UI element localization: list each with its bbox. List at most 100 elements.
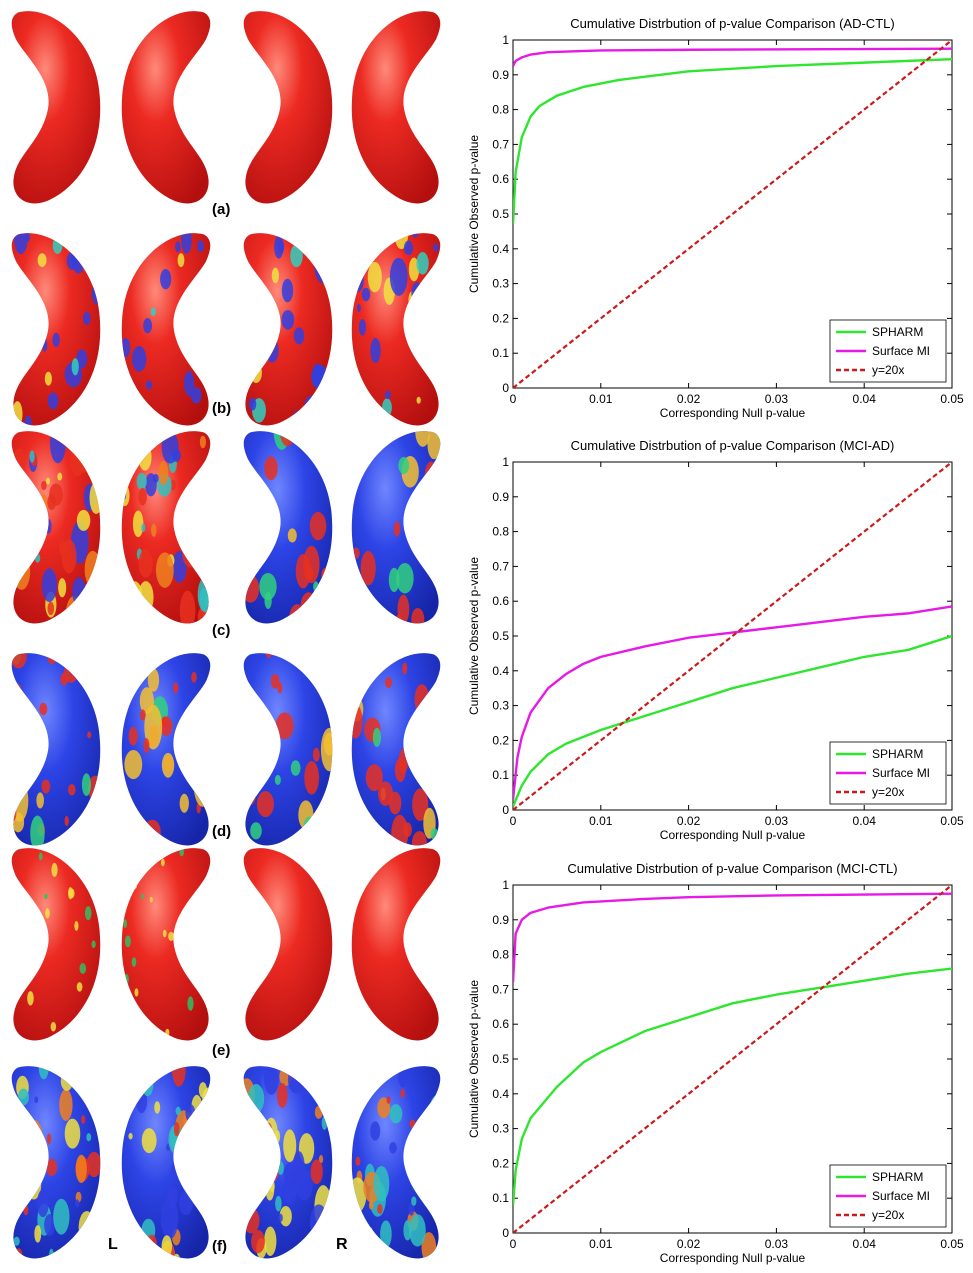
x-tick-label: 0.05 [940,392,964,406]
y-tick-label: 0.6 [492,594,509,608]
y-tick-label: 0.4 [492,1087,509,1101]
y-tick-label: 0.4 [492,664,509,678]
legend-entry: y=20x [872,1208,904,1222]
x-tick-label: 0.05 [940,1237,964,1251]
chart-area: Cumulative Distrbution of p-value Compar… [467,16,964,1265]
y-tick-label: 0.1 [492,1191,509,1205]
hippocampus-surface-r3-c2 [121,431,211,624]
y-tick-label: 0.7 [492,137,509,151]
hippocampus-surface-r5-c2 [121,848,211,1041]
x-tick-label: 0.04 [853,814,877,828]
hippocampus-surface-r6-c1 [11,1066,101,1259]
series-line-spharm [513,967,952,1206]
hippocampus-surface-r1-c3 [243,11,333,204]
x-tick-label: 0 [510,814,517,828]
hippocampus-surface-r5-c4 [351,848,441,1041]
y-tick-label: 0.5 [492,207,509,221]
hippocampus-surface-r6-c3 [243,1066,333,1259]
x-tick-label: 0.04 [853,1237,877,1251]
x-tick-label: 0.05 [940,814,964,828]
y-tick-label: 0.6 [492,172,509,186]
hippocampus-surface-r4-c4 [351,653,441,846]
series-line-spharm [513,634,952,807]
y-tick-label: 0.2 [492,1156,509,1170]
legend-entry: SPHARM [872,325,923,339]
legend-entry: SPHARM [872,1170,923,1184]
y-tick-label: 1 [502,33,509,47]
y-tick-label: 0.2 [492,311,509,325]
y-tick-label: 0.8 [492,103,509,117]
hippocampus-surface-r5-c1 [11,848,101,1041]
x-tick-label: 0.01 [589,814,613,828]
y-tick-label: 0 [502,381,509,395]
hippocampus-surface-r6-c4 [351,1066,441,1259]
y-tick-label: 0.4 [492,242,509,256]
hippocampus-surface-r4-c2 [121,653,211,846]
y-tick-label: 0.9 [492,490,509,504]
x-tick-label: 0.03 [765,392,789,406]
y-tick-label: 0.1 [492,768,509,782]
series-line-y-20x [513,40,952,388]
series-line-y-20x [513,462,952,810]
x-axis-label: Corresponding Null p-value [660,828,806,842]
chart-title: Cumulative Distrbution of p-value Compar… [567,861,897,876]
cumulative-distribution-chart-2: Cumulative Distrbution of p-value Compar… [467,438,964,842]
y-tick-label: 0.2 [492,733,509,747]
y-tick-label: 0.9 [492,913,509,927]
y-axis-label: Cumulative Observed p-value [467,135,481,293]
legend-entry: Surface MI [872,344,930,358]
x-tick-label: 0 [510,1237,517,1251]
hippocampus-surface-r2-c1 [11,233,101,426]
x-tick-label: 0.02 [677,814,701,828]
hippocampus-surface-r3-c3 [243,431,333,624]
hippocampus-surface-r1-c4 [351,11,441,204]
x-tick-label: 0.02 [677,1237,701,1251]
y-tick-label: 0.3 [492,277,509,291]
hippocampus-surface-r2-c2 [121,233,211,426]
legend: SPHARM Surface MI y=20x [829,741,947,805]
hippocampus-surface-r1-c2 [121,11,211,204]
legend-entry: Surface MI [872,1189,930,1203]
hippocampus-surface-r4-c1 [11,653,101,846]
hippocampus-surface-r2-c3 [243,233,333,426]
chart-title: Cumulative Distrbution of p-value Compar… [571,438,895,453]
y-tick-label: 0.7 [492,982,509,996]
x-tick-label: 0.03 [765,1237,789,1251]
y-tick-label: 1 [502,878,509,892]
y-axis-label: Cumulative Observed p-value [467,980,481,1138]
series-line-surface-mi [513,47,952,67]
y-tick-label: 0.3 [492,699,509,713]
hippocampus-surface-r6-c2 [121,1066,211,1259]
cumulative-distribution-chart-1: Cumulative Distrbution of p-value Compar… [467,16,964,420]
series-line-spharm [513,57,952,225]
surface-maps [11,11,441,1259]
hippocampus-surface-r3-c4 [351,431,441,624]
hippocampus-surface-r4-c3 [243,653,333,846]
y-tick-label: 0.1 [492,346,509,360]
y-tick-label: 0.6 [492,1017,509,1031]
hippocampus-surface-r5-c3 [243,848,333,1041]
y-tick-label: 0.9 [492,68,509,82]
y-tick-label: 0 [502,1226,509,1240]
y-tick-label: 1 [502,455,509,469]
y-tick-label: 0.8 [492,525,509,539]
y-tick-label: 0.8 [492,948,509,962]
legend-entry: y=20x [872,363,904,377]
hippocampus-surface-r1-c1 [11,11,101,204]
x-axis-label: Corresponding Null p-value [660,1251,806,1265]
x-tick-label: 0.01 [589,1237,613,1251]
series-line-surface-mi [513,605,952,800]
legend-entry: Surface MI [872,766,930,780]
y-axis-label: Cumulative Observed p-value [467,557,481,715]
y-tick-label: 0 [502,803,509,817]
series-line-y-20x [513,885,952,1233]
series-line-surface-mi [513,892,952,983]
x-tick-label: 0.01 [589,392,613,406]
y-tick-label: 0.5 [492,629,509,643]
y-tick-label: 0.7 [492,559,509,573]
legend-entry: y=20x [872,785,904,799]
x-tick-label: 0 [510,392,517,406]
x-tick-label: 0.03 [765,814,789,828]
x-axis-label: Corresponding Null p-value [660,406,806,420]
y-tick-label: 0.5 [492,1052,509,1066]
